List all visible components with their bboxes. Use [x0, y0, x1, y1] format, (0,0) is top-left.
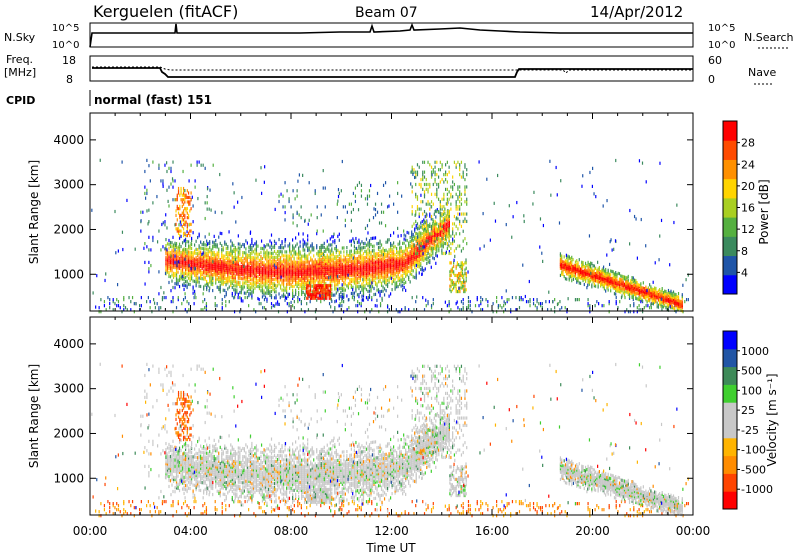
colorbar-tick-label: -1000 — [741, 483, 773, 496]
nave-tick-top: 60 — [708, 54, 722, 67]
y-tick-label: 4000 — [53, 133, 84, 147]
freq-trace — [92, 67, 693, 78]
colorbar-tick-label: -500 — [741, 463, 766, 476]
nsearch-tick-bottom: 10^0 — [708, 40, 735, 51]
colorbar-swatch — [723, 197, 737, 218]
colorbar-tick-label: 8 — [741, 245, 748, 258]
colorbar-swatch — [723, 140, 737, 160]
x-tick-label: 16:00 — [475, 524, 510, 538]
x-tick-label: 04:00 — [173, 524, 208, 538]
colorbar-tick-label: 500 — [741, 365, 762, 378]
velocity-ylabel: Slant Range [km] — [27, 364, 41, 468]
y-tick-label: 3000 — [53, 178, 84, 192]
colorbar-swatch — [723, 331, 737, 350]
x-tick-label: 00:00 — [676, 524, 711, 538]
nsky-tick-top: 10^5 — [52, 23, 79, 34]
colorbar-swatch — [723, 178, 737, 199]
nave-label: Nave — [748, 66, 776, 79]
freq-label: Freq. — [6, 53, 33, 66]
x-tick-label: 12:00 — [374, 524, 409, 538]
colorbar-swatch — [723, 348, 737, 368]
colorbar-tick-label: 25 — [741, 404, 755, 417]
colorbar-tick-label: -25 — [741, 424, 759, 437]
colorbar-swatch — [723, 159, 737, 180]
colorbar-swatch — [723, 121, 737, 141]
power-colorbar: 4 8 12 16 20 24 28 — [722, 120, 755, 295]
colorbar-swatch — [723, 420, 737, 439]
velocity-scatter — [91, 362, 689, 518]
beam-title: Beam 07 — [355, 5, 418, 21]
velocity-colorbar-label: Velocity [m s⁻¹] — [765, 373, 779, 466]
cpid-label: CPID — [6, 94, 35, 107]
colorbar-tick-label: 1000 — [741, 345, 769, 358]
freq-unit: [MHz] — [4, 66, 36, 79]
colorbar-swatch — [723, 255, 737, 276]
velocity-panel — [89, 316, 694, 518]
colorbar-swatch — [723, 236, 737, 257]
y-tick-label: 2000 — [53, 222, 84, 236]
y-tick-label: 4000 — [53, 337, 84, 351]
power-scatter — [91, 158, 689, 314]
freq-tick-bottom: 8 — [66, 73, 73, 86]
colorbar-tick-label: 24 — [741, 158, 755, 171]
colorbar-swatch — [723, 437, 737, 457]
freq-panel: Freq. [MHz] 18 8 60 0 Nave — [4, 53, 776, 86]
power-colorbar-label: Power [dB] — [757, 179, 771, 244]
x-tick-label: 00:00 — [73, 524, 108, 538]
colorbar-tick-label: 20 — [741, 180, 755, 193]
colorbar-swatch — [723, 384, 737, 403]
nsky-panel: N.Sky 10^5 10^0 10^5 10^0 N.Search — [4, 22, 794, 51]
power-ylabel: Slant Range [km] — [27, 160, 41, 264]
colorbar-swatch — [723, 455, 737, 474]
cpid-value: normal (fast) 151 — [94, 93, 212, 107]
station-title: Kerguelen (fitACF) — [93, 2, 238, 21]
y-tick-label: 3000 — [53, 382, 84, 396]
freq-tick-top: 18 — [62, 54, 76, 67]
colorbar-swatch — [723, 274, 737, 295]
nsky-label: N.Sky — [4, 31, 36, 44]
y-tick-label: 1000 — [53, 471, 84, 485]
y-tick-label: 1000 — [53, 267, 84, 281]
colorbar-swatch — [723, 402, 737, 421]
colorbar-tick-label: 16 — [741, 202, 755, 215]
nave-tick-bottom: 0 — [708, 73, 715, 86]
colorbar-tick-label: 12 — [741, 223, 755, 236]
colorbar-tick-label: 4 — [741, 266, 748, 279]
nsky-tick-bottom: 10^0 — [52, 40, 79, 51]
colorbar-tick-label: 28 — [741, 137, 755, 150]
nsky-trace — [89, 22, 693, 48]
nsearch-tick-top: 10^5 — [708, 23, 735, 34]
colorbar-swatch — [723, 473, 737, 492]
power-panel — [89, 112, 694, 314]
colorbar-swatch — [723, 217, 737, 237]
nsearch-label: N.Search — [744, 31, 794, 44]
colorbar-tick-label: -100 — [741, 444, 766, 457]
colorbar-tick-label: 100 — [741, 384, 762, 397]
x-tick-label: 08:00 — [274, 524, 309, 538]
y-tick-label: 2000 — [53, 426, 84, 440]
velocity-colorbar: 1000 500 100 25 -25 -100 -500 -1000 — [722, 330, 773, 510]
nave-trace — [92, 66, 693, 74]
colorbar-swatch — [723, 366, 737, 385]
x-tick-label: 20:00 — [575, 524, 610, 538]
x-axis-label: Time UT — [365, 541, 416, 554]
date-title: 14/Apr/2012 — [590, 3, 683, 21]
colorbar-swatch — [723, 491, 737, 510]
